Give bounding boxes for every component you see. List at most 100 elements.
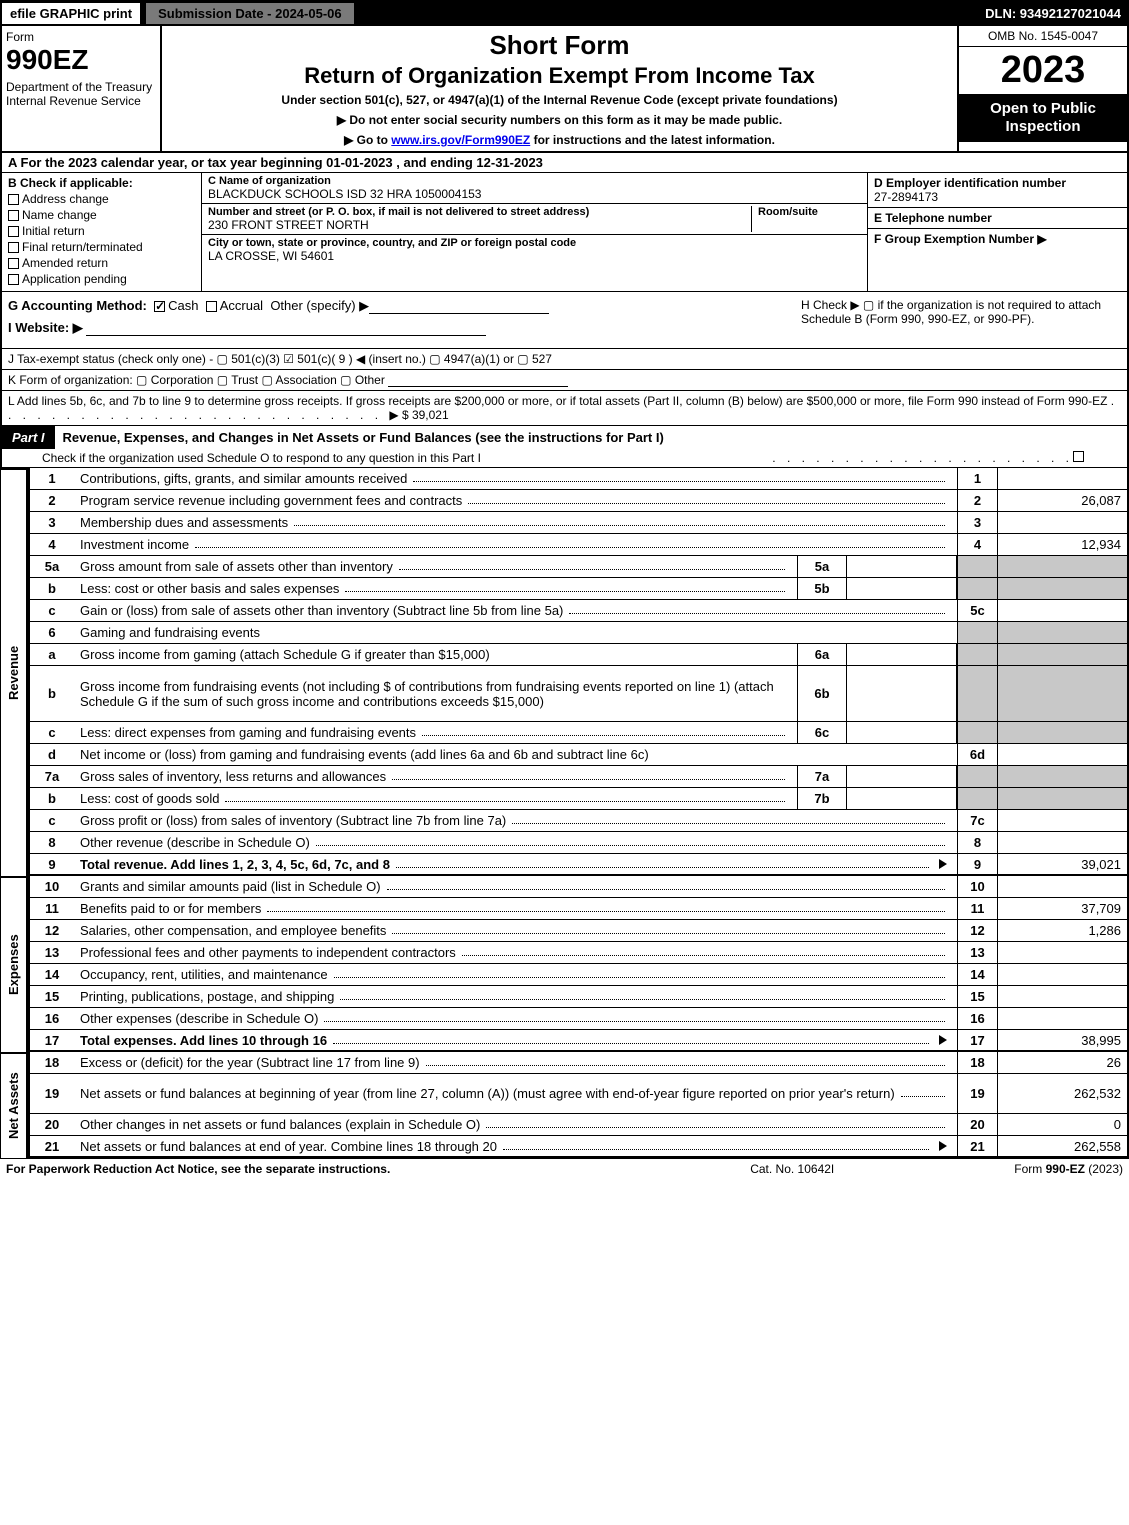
part-i-sub: Check if the organization used Schedule …: [0, 449, 1129, 468]
paperwork-notice: For Paperwork Reduction Act Notice, see …: [6, 1162, 390, 1176]
line-12: 12Salaries, other compensation, and empl…: [28, 920, 1129, 942]
row-a-period: A For the 2023 calendar year, or tax yea…: [0, 153, 1129, 173]
form-header: Form 990EZ Department of the Treasury In…: [0, 26, 1129, 153]
line-6a: aGross income from gaming (attach Schedu…: [28, 644, 1129, 666]
row-l-gross-receipts: L Add lines 5b, 6c, and 7b to line 9 to …: [0, 391, 1129, 426]
line-8: 8Other revenue (describe in Schedule O)8: [28, 832, 1129, 854]
return-title: Return of Organization Exempt From Incom…: [170, 63, 949, 89]
under-section: Under section 501(c), 527, or 4947(a)(1)…: [170, 93, 949, 107]
other-specify-input[interactable]: [369, 301, 549, 314]
chk-initial-return[interactable]: Initial return: [8, 224, 195, 238]
omb-number: OMB No. 1545-0047: [959, 26, 1127, 47]
line-16: 16Other expenses (describe in Schedule O…: [28, 1008, 1129, 1030]
line-13: 13Professional fees and other payments t…: [28, 942, 1129, 964]
line-17: 17Total expenses. Add lines 10 through 1…: [28, 1030, 1129, 1052]
line-9: 9Total revenue. Add lines 1, 2, 3, 4, 5c…: [28, 854, 1129, 876]
line-6c: cLess: direct expenses from gaming and f…: [28, 722, 1129, 744]
short-form-title: Short Form: [170, 30, 949, 61]
side-revenue: Revenue: [0, 468, 28, 876]
col-d-ids: D Employer identification number 27-2894…: [867, 173, 1127, 291]
tel-label: E Telephone number: [874, 211, 992, 225]
l-amount: ▶ $ 39,021: [389, 408, 448, 422]
header-right: OMB No. 1545-0047 2023 Open to Public In…: [957, 26, 1127, 151]
open-inspection: Open to Public Inspection: [959, 94, 1127, 142]
dln: DLN: 93492127021044: [977, 3, 1129, 24]
line-1: 1Contributions, gifts, grants, and simil…: [28, 468, 1129, 490]
line-5a: 5aGross amount from sale of assets other…: [28, 556, 1129, 578]
row-j-tax-exempt: J Tax-exempt status (check only one) - ▢…: [0, 349, 1129, 370]
revenue-section: Revenue 1Contributions, gifts, grants, a…: [0, 468, 1129, 876]
arrow-icon: [939, 1035, 947, 1045]
line-10: 10Grants and similar amounts paid (list …: [28, 876, 1129, 898]
form-footer: Form 990-EZ (2023): [1014, 1162, 1123, 1176]
c-addr-label: Number and street (or P. O. box, if mail…: [208, 206, 751, 218]
irs-link[interactable]: www.irs.gov/Form990EZ: [391, 133, 530, 147]
tax-year: 2023: [959, 47, 1127, 94]
org-address: 230 FRONT STREET NORTH: [208, 218, 751, 232]
cat-number: Cat. No. 10642I: [750, 1162, 834, 1176]
part-i-header: Part I Revenue, Expenses, and Changes in…: [0, 426, 1129, 449]
line-3: 3Membership dues and assessments3: [28, 512, 1129, 534]
line-18: 18Excess or (deficit) for the year (Subt…: [28, 1052, 1129, 1074]
row-k-form-org: K Form of organization: ▢ Corporation ▢ …: [0, 370, 1129, 391]
c-name-label: C Name of organization: [208, 175, 861, 187]
goto-note: ▶ Go to www.irs.gov/Form990EZ for instru…: [170, 133, 949, 147]
room-label: Room/suite: [758, 206, 861, 218]
line-14: 14Occupancy, rent, utilities, and mainte…: [28, 964, 1129, 986]
side-expenses: Expenses: [0, 876, 28, 1052]
chk-accrual[interactable]: [206, 301, 217, 312]
expenses-section: Expenses 10Grants and similar amounts pa…: [0, 876, 1129, 1052]
header-center: Short Form Return of Organization Exempt…: [162, 26, 957, 151]
line-11: 11Benefits paid to or for members1137,70…: [28, 898, 1129, 920]
line-6: 6Gaming and fundraising events: [28, 622, 1129, 644]
header-left: Form 990EZ Department of the Treasury In…: [2, 26, 162, 151]
line-20: 20Other changes in net assets or fund ba…: [28, 1114, 1129, 1136]
row-h-schedule-b: H Check ▶ ▢ if the organization is not r…: [801, 298, 1121, 342]
chk-cash[interactable]: [154, 301, 165, 312]
ein-value: 27-2894173: [874, 190, 938, 204]
line-4: 4Investment income412,934: [28, 534, 1129, 556]
other-org-input[interactable]: [388, 375, 568, 387]
ssn-note: ▶ Do not enter social security numbers o…: [170, 113, 949, 127]
section-bcd: B Check if applicable: Address change Na…: [0, 173, 1129, 292]
line-7b: bLess: cost of goods sold7b: [28, 788, 1129, 810]
ein-label: D Employer identification number: [874, 176, 1066, 190]
chk-application-pending[interactable]: Application pending: [8, 272, 195, 286]
efile-print: efile GRAPHIC print: [0, 1, 142, 26]
department: Department of the Treasury Internal Reve…: [6, 80, 156, 108]
line-6d: dNet income or (loss) from gaming and fu…: [28, 744, 1129, 766]
line-5b: bLess: cost or other basis and sales exp…: [28, 578, 1129, 600]
form-label: Form: [6, 30, 156, 44]
chk-final-return[interactable]: Final return/terminated: [8, 240, 195, 254]
c-city-label: City or town, state or province, country…: [208, 237, 861, 249]
top-bar: efile GRAPHIC print Submission Date - 20…: [0, 0, 1129, 26]
part-i-label: Part I: [2, 426, 55, 449]
line-2: 2Program service revenue including gover…: [28, 490, 1129, 512]
line-5c: cGain or (loss) from sale of assets othe…: [28, 600, 1129, 622]
website-input[interactable]: [86, 323, 486, 336]
line-7a: 7aGross sales of inventory, less returns…: [28, 766, 1129, 788]
line-6b: bGross income from fundraising events (n…: [28, 666, 1129, 722]
submission-date-label: Submission Date - 2024-05-06: [146, 3, 354, 24]
line-7c: cGross profit or (loss) from sales of in…: [28, 810, 1129, 832]
org-city: LA CROSSE, WI 54601: [208, 249, 861, 263]
col-b-checkboxes: B Check if applicable: Address change Na…: [2, 173, 202, 291]
col-c-org-info: C Name of organization BLACKDUCK SCHOOLS…: [202, 173, 867, 291]
row-g-accounting: G Accounting Method: Cash Accrual Other …: [8, 298, 801, 314]
line-21: 21Net assets or fund balances at end of …: [28, 1136, 1129, 1158]
form-number: 990EZ: [6, 44, 156, 76]
line-15: 15Printing, publications, postage, and s…: [28, 986, 1129, 1008]
arrow-icon: [939, 1141, 947, 1151]
arrow-icon: [939, 859, 947, 869]
chk-address-change[interactable]: Address change: [8, 192, 195, 206]
section-ghi: G Accounting Method: Cash Accrual Other …: [0, 292, 1129, 349]
page-footer: For Paperwork Reduction Act Notice, see …: [0, 1158, 1129, 1179]
net-assets-section: Net Assets 18Excess or (deficit) for the…: [0, 1052, 1129, 1158]
line-19: 19Net assets or fund balances at beginni…: [28, 1074, 1129, 1114]
chk-name-change[interactable]: Name change: [8, 208, 195, 222]
chk-amended-return[interactable]: Amended return: [8, 256, 195, 270]
chk-schedule-o[interactable]: [1073, 451, 1084, 462]
side-net-assets: Net Assets: [0, 1052, 28, 1158]
part-i-title: Revenue, Expenses, and Changes in Net As…: [55, 426, 1127, 449]
org-name: BLACKDUCK SCHOOLS ISD 32 HRA 1050004153: [208, 187, 861, 201]
